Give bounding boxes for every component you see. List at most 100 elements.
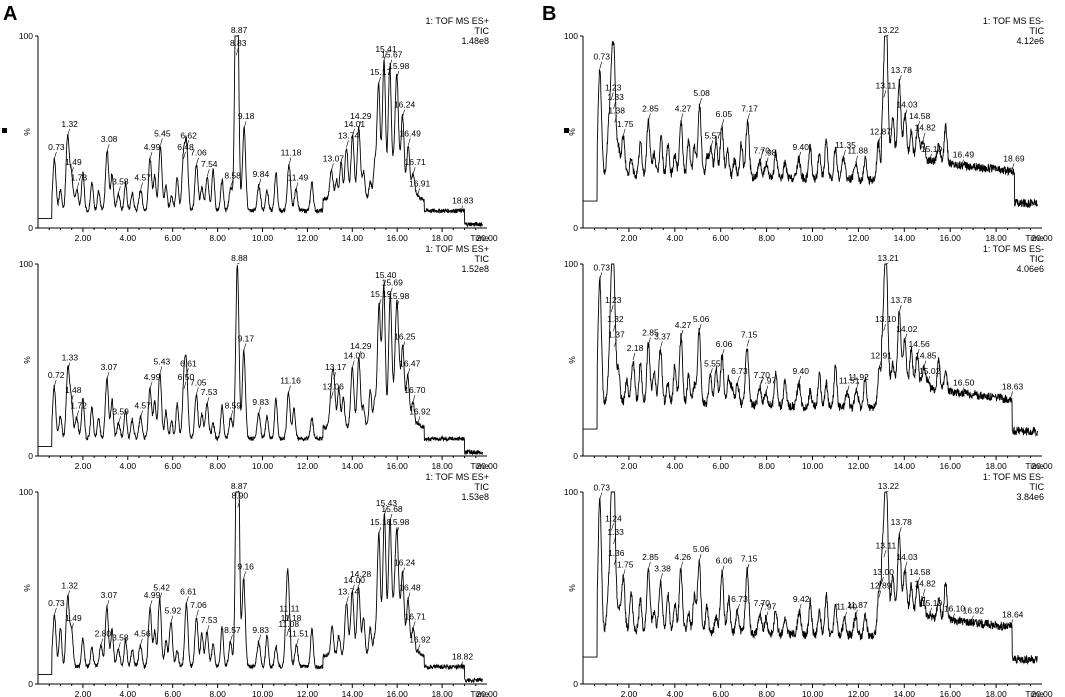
peak-leader — [53, 379, 57, 387]
peak-leader — [389, 513, 393, 521]
peak-leader — [883, 550, 887, 558]
x-tick-label: 6.00 — [712, 689, 729, 697]
peak-label: 1.32 — [607, 314, 624, 324]
peak-label: 13.74 — [338, 586, 360, 596]
x-tick-label: 20.00 — [1031, 233, 1053, 243]
peak-leader — [765, 385, 769, 393]
y-tick-label: 0 — [573, 679, 578, 689]
peak-leader — [402, 109, 405, 117]
peak-label: 8.88 — [231, 253, 248, 263]
peak-label: 7.97 — [760, 376, 777, 386]
x-tick-label: 16.00 — [940, 233, 962, 243]
x-tick-label: 14.00 — [342, 689, 364, 697]
peak-leader — [599, 272, 603, 280]
x-axis-label: Time — [470, 689, 489, 697]
peak-label: 1.32 — [61, 581, 78, 591]
peak-label: 1.33 — [62, 353, 79, 363]
peak-label: 14.58 — [909, 111, 931, 121]
x-tick-label: 20.00 — [1031, 689, 1053, 697]
x-tick-label: 2.00 — [75, 461, 92, 471]
peak-leader — [378, 299, 382, 307]
peak-leader — [746, 563, 750, 571]
peak-label: 2.85 — [642, 552, 659, 562]
peak-label: 14.00 — [344, 351, 366, 361]
peak-leader — [258, 406, 261, 414]
peak-leader — [383, 53, 387, 62]
peak-leader — [846, 385, 850, 393]
peak-label: 9.16 — [237, 561, 254, 571]
peak-label: 4.99 — [144, 142, 161, 152]
peak-leader — [917, 577, 920, 585]
peak-leader — [904, 333, 908, 341]
peak-label: 6.50 — [178, 372, 195, 382]
peak-label: 1.32 — [61, 119, 78, 129]
peak-leader — [961, 159, 964, 167]
peak-leader — [613, 101, 616, 110]
peak-label: 14.03 — [896, 552, 918, 562]
header-line: 4.12e6 — [1016, 36, 1044, 46]
header-line: 1: TOF MS ES+ — [426, 472, 489, 482]
peak-leader — [295, 182, 299, 190]
peak-leader — [798, 603, 802, 612]
peak-leader — [927, 375, 930, 384]
peak-label: 1.49 — [65, 157, 82, 167]
peak-leader — [648, 113, 651, 121]
peak-label: 5.06 — [693, 544, 710, 554]
peak-leader — [460, 661, 463, 669]
peak-leader — [923, 360, 927, 368]
peak-leader — [140, 410, 143, 418]
peak-label: 15.41 — [375, 44, 397, 54]
peak-label: 8.57 — [224, 625, 241, 635]
chromatogram-trace — [38, 35, 483, 228]
x-tick-label: 8.00 — [209, 233, 226, 243]
peak-label: 7.06 — [190, 148, 207, 158]
peak-label: 9.40 — [792, 142, 809, 152]
peak-leader — [765, 157, 769, 165]
peak-leader — [929, 153, 932, 161]
peak-leader — [798, 375, 802, 384]
peak-leader — [186, 140, 189, 148]
peak-leader — [149, 600, 153, 608]
peak-leader — [396, 301, 400, 309]
peak-label: 3.58 — [112, 176, 129, 186]
peak-leader — [599, 61, 603, 69]
peak-label: 12.89 — [870, 581, 892, 591]
peak-label: 7.53 — [201, 615, 218, 625]
peak-label: 13.11 — [876, 80, 897, 90]
peak-leader — [698, 324, 702, 332]
peak-leader — [680, 329, 684, 338]
peak-label: 1.24 — [605, 513, 622, 523]
peak-label: 15.98 — [388, 291, 410, 301]
peak-label: 3.38 — [654, 563, 671, 573]
peak-label: 14.03 — [896, 100, 918, 110]
peak-label: 3.08 — [101, 134, 118, 144]
peak-leader — [613, 324, 616, 332]
peak-leader — [407, 368, 411, 376]
peak-label: 16.92 — [409, 634, 431, 644]
peak-label: 9.17 — [238, 333, 255, 343]
x-tick-label: 4.00 — [120, 233, 137, 243]
peak-leader — [611, 523, 614, 531]
peak-leader — [352, 128, 355, 136]
y-axis-label: % — [567, 128, 577, 136]
peak-leader — [170, 615, 174, 623]
peak-leader — [1011, 163, 1015, 171]
peak-label: 8.59 — [225, 401, 242, 411]
peak-label: 3.37 — [654, 331, 671, 341]
x-axis-label: Time — [1025, 233, 1044, 243]
y-tick-label: 0 — [28, 451, 33, 461]
peak-leader — [195, 387, 199, 395]
peak-leader — [237, 500, 241, 508]
peak-leader — [243, 343, 247, 351]
peak-label: 6.06 — [716, 339, 733, 349]
peak-leader — [358, 578, 361, 587]
x-tick-label: 18.00 — [985, 689, 1007, 697]
peak-label: 16.50 — [953, 378, 975, 388]
peak-label: 14.02 — [896, 324, 918, 334]
peak-label: 18.69 — [1003, 153, 1025, 163]
header-line: 4.06e6 — [1016, 264, 1044, 274]
peak-leader — [140, 638, 143, 646]
